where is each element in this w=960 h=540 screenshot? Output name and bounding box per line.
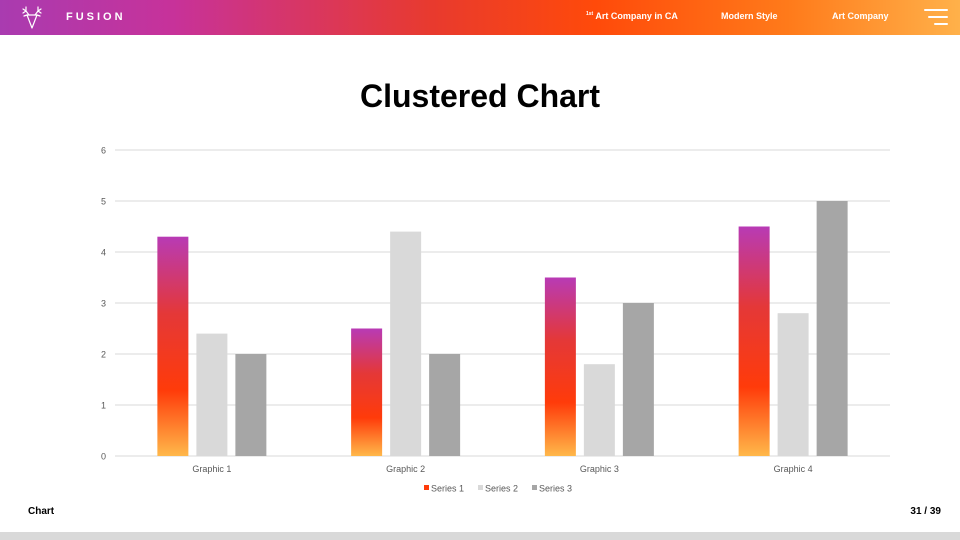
footer-section-label: Chart <box>28 506 55 517</box>
bar-series-1 <box>351 328 383 456</box>
bar-series-3 <box>235 354 267 456</box>
legend-label: Series 3 <box>539 484 572 494</box>
y-tick-label: 4 <box>101 248 106 258</box>
nav-item-art-company[interactable]: Art Company <box>832 11 889 21</box>
deer-head-icon[interactable] <box>20 6 44 30</box>
bar-series-3 <box>622 303 654 456</box>
y-tick-label: 2 <box>101 350 106 360</box>
y-tick-label: 5 <box>101 197 106 207</box>
y-tick-label: 1 <box>101 401 106 411</box>
legend-label: Series 1 <box>431 484 464 494</box>
bar-series-2 <box>777 313 809 456</box>
hamburger-menu-icon[interactable] <box>924 9 948 27</box>
bar-series-3 <box>429 354 461 456</box>
bottom-bar <box>0 532 960 540</box>
x-tick-label: Graphic 3 <box>580 464 619 474</box>
bar-series-2 <box>196 333 228 456</box>
legend-swatch <box>424 485 429 490</box>
page-number: 31 / 39 <box>910 506 941 517</box>
bar-series-1 <box>738 226 770 456</box>
bar-series-3 <box>816 201 848 456</box>
y-tick-label: 6 <box>101 146 106 156</box>
nav-item-art-company-ca[interactable]: 1st Art Company in CA <box>586 11 678 21</box>
nav-item-label: Art Company in CA <box>595 11 678 21</box>
y-tick-label: 3 <box>101 299 106 309</box>
x-tick-label: Graphic 4 <box>774 464 813 474</box>
x-tick-label: Graphic 1 <box>192 464 231 474</box>
legend-swatch <box>532 485 537 490</box>
y-tick-label: 0 <box>101 452 106 462</box>
bar-series-2 <box>583 364 615 456</box>
legend-swatch <box>478 485 483 490</box>
nav-item-prefix: 1st <box>586 11 594 17</box>
slide-title: Clustered Chart <box>359 78 601 114</box>
nav-item-label: Art Company <box>832 11 889 21</box>
brand-name: FUSION <box>66 11 126 23</box>
bar-series-1 <box>544 277 576 456</box>
x-tick-label: Graphic 2 <box>386 464 425 474</box>
nav-item-modern-style[interactable]: Modern Style <box>721 11 778 21</box>
top-bar: FUSION 1st Art Company in CA Modern Styl… <box>0 0 960 35</box>
nav-item-label: Modern Style <box>721 11 778 21</box>
bar-series-2 <box>390 231 422 456</box>
legend-label: Series 2 <box>485 484 518 494</box>
bar-series-1 <box>157 236 189 456</box>
